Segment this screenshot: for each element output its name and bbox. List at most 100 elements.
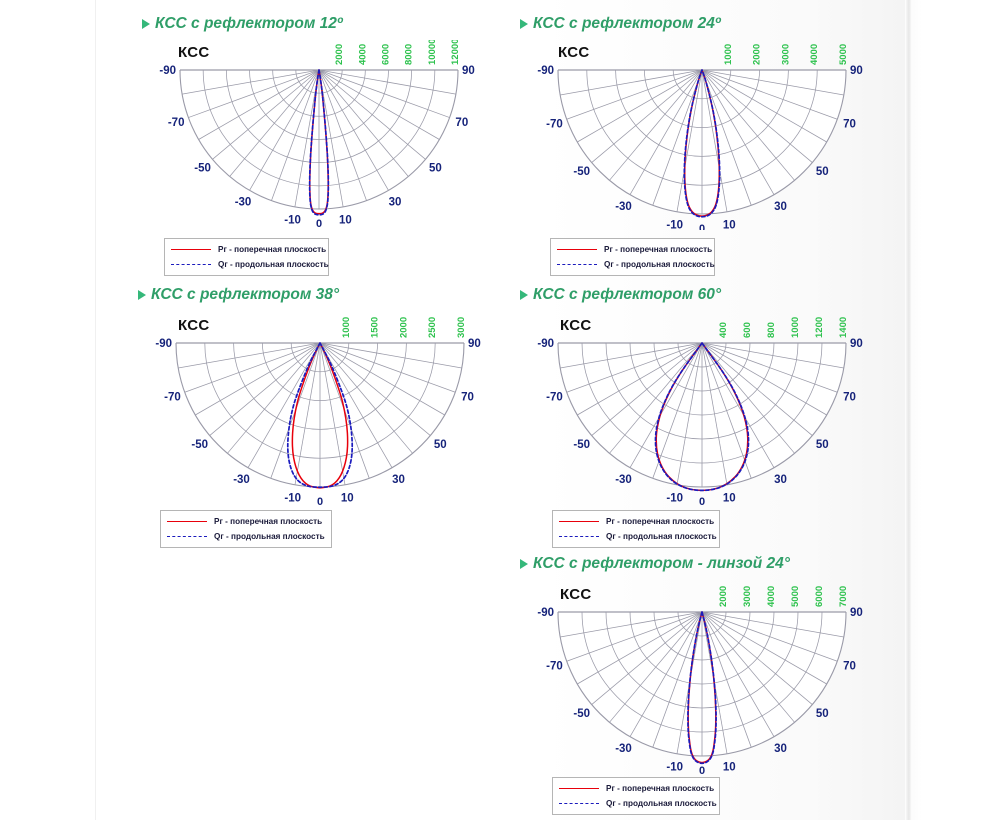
legend-swatch-qr bbox=[171, 261, 211, 268]
chart-title-reflector-24: КСС с рефлектором 24º bbox=[520, 16, 890, 32]
angle-tick-label: 0 bbox=[699, 765, 705, 777]
legend-row-pr: Pг - поперечная плоскость bbox=[559, 515, 714, 528]
scale-tick-label: 1000 bbox=[723, 43, 734, 64]
angle-tick-label: -90 bbox=[537, 607, 554, 619]
angle-tick-label: 70 bbox=[455, 116, 468, 128]
angle-tick-label: 10 bbox=[339, 214, 352, 226]
angle-tick-label: 10 bbox=[723, 492, 736, 504]
angle-tick-label: 50 bbox=[434, 438, 447, 450]
angle-tick-label: 10 bbox=[723, 761, 736, 773]
kss-center-label: КСС bbox=[560, 316, 592, 334]
chart-block-reflector-38: КСС с рефлектором 38° КСС 1000 1500 2000 25… bbox=[138, 287, 508, 552]
bullet-triangle-icon bbox=[520, 18, 528, 29]
angle-tick-label: 90 bbox=[850, 338, 863, 350]
angle-tick-label: 30 bbox=[392, 473, 405, 485]
scale-tick-label: 4000 bbox=[766, 585, 777, 606]
chart-title-reflector-60: КСС с рефлектором 60° bbox=[520, 287, 890, 303]
scale-tick-label: 2000 bbox=[398, 316, 409, 337]
scale-tick-label: 4000 bbox=[809, 43, 820, 64]
chart-title-text: КСС с рефлектором 12º bbox=[155, 15, 343, 32]
page-right-divider bbox=[905, 0, 912, 820]
chart-title-text: КСС с рефлектором 60° bbox=[533, 286, 722, 303]
page-content: КСС с рефлектором 12º КСС 2000 4000 6000 80… bbox=[96, 0, 905, 820]
chart-block-reflector-12: КСС с рефлектором 12º КСС 2000 4000 6000 80… bbox=[142, 16, 502, 276]
angle-tick-label: 50 bbox=[429, 162, 442, 174]
polar-diagram-reflector-38: КСС 1000 1500 2000 2500 3000 -90 90 -70 -50 -30 -1… bbox=[138, 313, 508, 507]
legend-row-qr: Qг - продольная плоскость bbox=[559, 797, 717, 810]
scale-tick-label: 10000 bbox=[427, 40, 438, 65]
scale-tick-label: 5000 bbox=[790, 585, 801, 606]
polar-diagram-reflector-60: КСС 400 600 800 1000 1200 1400 -90 90 -70 -50 -30 -… bbox=[520, 313, 890, 508]
bullet-triangle-icon bbox=[138, 289, 146, 300]
angle-tick-label: -10 bbox=[666, 492, 683, 504]
scale-tick-label: 7000 bbox=[838, 585, 849, 606]
legend-row-qr: Qг - продольная плоскость bbox=[171, 258, 329, 271]
page-left-gutter bbox=[0, 0, 96, 820]
polar-svg-reflector-lens-24: 2000 3000 4000 5000 6000 7000 -90 90 -70 -50 -30 -1… bbox=[537, 585, 862, 777]
angle-tick-label: 30 bbox=[774, 473, 787, 485]
legend-reflector-12: Pг - поперечная плоскость Qг - продольна… bbox=[164, 238, 329, 276]
angle-tick-label: -70 bbox=[164, 391, 181, 403]
curve-qr-longitudinal bbox=[286, 341, 354, 488]
angle-tick-label: 0 bbox=[699, 223, 705, 230]
legend-label-qr: Qг - продольная плоскость bbox=[214, 532, 325, 541]
scale-tick-label: 2000 bbox=[752, 43, 763, 64]
legend-swatch-pr bbox=[167, 518, 207, 525]
curve-qr-longitudinal bbox=[683, 68, 721, 218]
legend-label-qr: Qг - продольная плоскость bbox=[606, 799, 717, 808]
angle-tick-label: -30 bbox=[615, 473, 632, 485]
legend-row-pr: Pг - поперечная плоскость bbox=[557, 243, 712, 256]
legend-label-pr: Pг - поперечная плоскость bbox=[604, 245, 713, 254]
angle-tick-label: -90 bbox=[537, 65, 554, 77]
legend-swatch-pr bbox=[559, 785, 599, 792]
legend-reflector-lens-24: Pг - поперечная плоскость Qг - продольна… bbox=[552, 777, 720, 815]
legend-row-pr: Pг - поперечная плоскость bbox=[167, 515, 323, 528]
angle-tick-label: 10 bbox=[723, 219, 736, 229]
kss-center-label: КСС bbox=[178, 316, 210, 334]
bullet-triangle-icon bbox=[142, 18, 150, 29]
chart-title-text: КСС с рефлектором - линзой 24° bbox=[533, 555, 790, 572]
angle-tick-label: -50 bbox=[573, 707, 590, 719]
curve-qr-longitudinal bbox=[687, 610, 717, 764]
scale-tick-label: 400 bbox=[718, 322, 729, 338]
kss-center-label: КСС bbox=[560, 585, 592, 603]
curve-qr-longitudinal bbox=[308, 68, 330, 216]
angle-tick-label: 30 bbox=[774, 742, 787, 754]
polar-diagram-reflector-lens-24: КСС 2000 3000 4000 5000 6000 7000 -90 90 -70 -50 -… bbox=[520, 582, 900, 777]
angle-tick-label: -10 bbox=[284, 214, 301, 226]
scale-tick-label: 1200 bbox=[814, 316, 825, 337]
scale-tick-label: 2000 bbox=[334, 43, 345, 64]
angle-tick-label: -70 bbox=[546, 660, 563, 672]
scale-tick-label: 800 bbox=[766, 322, 777, 338]
scale-tick-label: 1000 bbox=[790, 316, 801, 337]
angle-tick-label: 0 bbox=[699, 496, 705, 508]
scale-tick-label: 1400 bbox=[838, 316, 849, 337]
legend-label-qr: Qг - продольная плоскость bbox=[604, 260, 715, 269]
angle-tick-label: -30 bbox=[233, 473, 250, 485]
chart-title-text: КСС с рефлектором 38° bbox=[151, 286, 340, 303]
angle-tick-label: -10 bbox=[284, 492, 301, 504]
angle-tick-label: -10 bbox=[666, 761, 683, 773]
kss-center-label: КСС bbox=[178, 43, 210, 61]
bullet-triangle-icon bbox=[520, 289, 528, 300]
chart-block-reflector-60: КСС с рефлектором 60° КСС 400 600 800 1000 1… bbox=[520, 287, 890, 552]
angle-tick-label: 90 bbox=[468, 338, 481, 350]
legend-row-pr: Pг - поперечная плоскость bbox=[171, 243, 326, 256]
legend-reflector-60: Pг - поперечная плоскость Qг - продольна… bbox=[552, 510, 720, 548]
chart-title-reflector-38: КСС с рефлектором 38° bbox=[138, 287, 508, 303]
bullet-triangle-icon bbox=[520, 558, 528, 569]
angle-tick-label: 50 bbox=[816, 165, 829, 177]
angle-tick-label: -50 bbox=[573, 438, 590, 450]
angle-tick-label: 90 bbox=[462, 65, 475, 77]
chart-block-reflector-24: КСС с рефлектором 24º КСС 1000 2000 3000 40… bbox=[520, 16, 890, 276]
angle-tick-label: -30 bbox=[235, 196, 252, 208]
angle-tick-label: 10 bbox=[341, 492, 354, 504]
polar-diagram-reflector-12: КСС 2000 4000 6000 8000 10000 12000 -90 90 -70 -5… bbox=[142, 40, 502, 230]
angle-tick-label: -30 bbox=[615, 200, 632, 212]
scale-tick-label: 1500 bbox=[370, 316, 381, 337]
angle-tick-label: -90 bbox=[159, 65, 176, 77]
scale-tick-label: 4000 bbox=[357, 43, 368, 64]
angle-tick-label: 70 bbox=[461, 391, 474, 403]
legend-swatch-pr bbox=[171, 246, 211, 253]
